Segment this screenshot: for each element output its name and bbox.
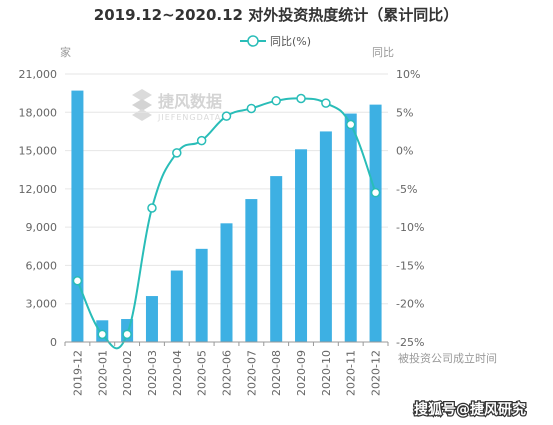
- bar[interactable]: [71, 90, 84, 342]
- footer-watermark: 搜狐号@捷风研究: [414, 401, 526, 418]
- watermark: 捷风数据 JIEFENGDATA: [132, 89, 222, 122]
- x-tick-label: 2020-09: [295, 350, 308, 396]
- right-tick-label: -15%: [396, 259, 424, 272]
- x-tick-label: 2020-11: [345, 350, 358, 396]
- watermark-logo-icon: [132, 89, 152, 121]
- left-tick-label: 15,000: [19, 145, 58, 158]
- line-point[interactable]: [370, 187, 381, 198]
- line-series: [72, 93, 381, 350]
- line-point[interactable]: [296, 93, 306, 104]
- x-tick-label: 2020-04: [171, 350, 184, 396]
- bar[interactable]: [195, 248, 208, 342]
- right-tick-label: -20%: [396, 298, 424, 311]
- x-tick-label: 2020-03: [146, 350, 159, 396]
- line-point[interactable]: [97, 329, 108, 340]
- x-tick-label: 2020-06: [221, 350, 234, 396]
- x-tick-label: 2020-08: [270, 350, 283, 396]
- x-tick-label: 2020-07: [245, 350, 258, 396]
- x-tick-label: 2020-10: [320, 350, 333, 396]
- left-tick-label: 18,000: [19, 106, 58, 119]
- right-tick-label: 10%: [396, 68, 420, 81]
- bar[interactable]: [245, 199, 258, 342]
- left-axis-unit: 家: [60, 45, 71, 59]
- right-tick-label: -25%: [396, 336, 424, 349]
- chart-title: 2019.12~2020.12 对外投资热度统计（累计同比）: [94, 6, 458, 24]
- line-point[interactable]: [72, 275, 83, 286]
- legend[interactable]: 同比(%): [240, 35, 311, 48]
- left-axis-ticks: 0 3,000 6,000 9,000 12,000 15,000 18,000 21,000: [19, 68, 58, 349]
- bar[interactable]: [344, 113, 357, 342]
- bar[interactable]: [369, 104, 382, 342]
- watermark-subtext: JIEFENGDATA: [157, 113, 221, 122]
- line-point[interactable]: [246, 103, 257, 114]
- x-tick-label: 2020-02: [121, 350, 134, 396]
- right-axis-ticks: -25% -20% -15% -10% -5% 0% 5% 10%: [396, 68, 424, 349]
- left-tick-label: 9,000: [26, 221, 58, 234]
- line-point[interactable]: [172, 148, 182, 158]
- right-axis-unit: 同比: [372, 46, 394, 59]
- watermark-text: 捷风数据: [158, 92, 222, 111]
- bar[interactable]: [170, 270, 183, 342]
- line-point[interactable]: [147, 203, 157, 213]
- right-tick-label: 0%: [396, 145, 413, 158]
- right-tick-label: -5%: [396, 183, 417, 196]
- left-tick-label: 3,000: [26, 298, 58, 311]
- line-point[interactable]: [271, 96, 281, 106]
- bar-series: [71, 90, 382, 342]
- bar[interactable]: [145, 296, 158, 342]
- x-tick-label: 2020-05: [196, 350, 209, 396]
- bar[interactable]: [270, 176, 283, 342]
- legend-marker: [247, 35, 259, 47]
- left-tick-label: 21,000: [19, 68, 58, 81]
- bar[interactable]: [220, 223, 233, 342]
- x-axis-note: 被投资公司成立时间: [398, 351, 497, 365]
- x-axis: 2019-12 2020-01 2020-02 2020-03 2020-04 2020-…: [64, 341, 389, 396]
- x-tick-label: 2020-12: [370, 350, 383, 396]
- bar[interactable]: [295, 149, 308, 342]
- legend-label: 同比(%): [270, 35, 311, 48]
- line-point[interactable]: [196, 135, 207, 146]
- bar[interactable]: [319, 131, 332, 342]
- line-point[interactable]: [321, 98, 331, 108]
- x-tick-label: 2019-12: [71, 350, 84, 396]
- line-point[interactable]: [221, 111, 232, 121]
- right-tick-label: -10%: [396, 221, 424, 234]
- line-point[interactable]: [122, 329, 132, 340]
- left-tick-label: 12,000: [19, 183, 58, 196]
- line-point[interactable]: [345, 119, 356, 130]
- right-tick-label: 5%: [396, 106, 413, 119]
- left-tick-label: 6,000: [26, 259, 58, 272]
- left-tick-label: 0: [50, 336, 57, 349]
- x-tick-label: 2020-01: [96, 350, 109, 396]
